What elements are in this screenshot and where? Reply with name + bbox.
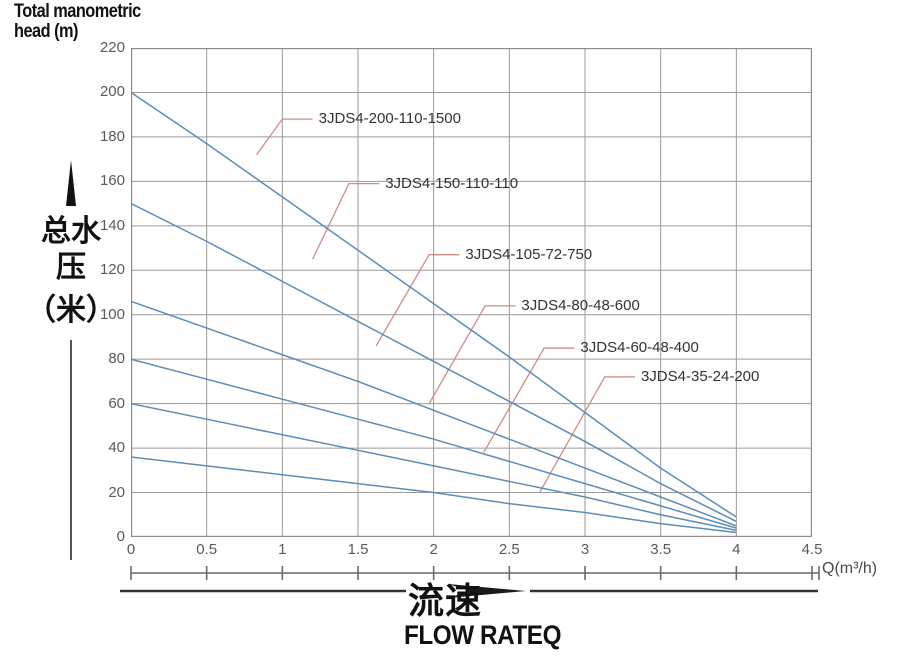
x-tick-label: 3.5 <box>650 541 672 558</box>
leader-lines <box>256 118 635 493</box>
right-arrow-icon <box>448 584 526 598</box>
curve-label: 3JDS4-60-48-400 <box>580 339 699 357</box>
plot-background <box>131 48 812 537</box>
plot-frame <box>131 48 812 537</box>
x-tick-label: 0.5 <box>196 541 218 558</box>
x-tick-label: 3 <box>580 541 590 558</box>
page-title-line1: Total manometric <box>14 1 141 22</box>
curve-label: 3JDS4-35-24-200 <box>640 367 760 385</box>
x-tick-label: 2 <box>429 541 438 558</box>
y-tick-label: 20 <box>108 483 125 501</box>
pump-curves <box>131 91 737 534</box>
curve-label: 3JDS4-200-110-1500 <box>318 110 461 128</box>
y-tick-label: 0 <box>116 528 125 545</box>
y-tick-label: 40 <box>108 439 125 457</box>
y-tick-label: 80 <box>108 350 125 368</box>
up-arrow-icon <box>66 160 76 206</box>
flow-rate-rule <box>120 584 818 598</box>
pump-curve <box>131 300 737 527</box>
y-tick-label: 120 <box>99 261 125 279</box>
leader-line <box>256 118 313 156</box>
curve-label: 3JDS4-105-72-750 <box>465 245 593 263</box>
pump-curve <box>131 91 737 518</box>
x-tick-label: 4.5 <box>801 541 823 558</box>
leader-line <box>539 376 635 493</box>
pump-curve <box>131 402 737 532</box>
page-title: Total manometric head (m) <box>14 2 212 42</box>
x-tick-label: 4 <box>732 541 741 558</box>
y-tick-label: 160 <box>99 172 125 190</box>
x-tick-label: 1 <box>278 541 287 558</box>
y-tick-label: 200 <box>99 83 125 101</box>
chart-svg <box>131 48 812 537</box>
vertical-axis-chinese-label: 总水压 <box>41 214 101 285</box>
y-tick-label: 220 <box>99 39 125 56</box>
leader-line <box>375 254 460 347</box>
y-tick-label: 140 <box>99 216 125 234</box>
vertical-axis-chinese-unit: （米） <box>26 293 116 328</box>
grid-lines <box>131 48 812 537</box>
flow-rate-chinese-label: 流速 <box>408 581 483 622</box>
x-tick-label: 2.5 <box>498 541 520 558</box>
flow-rate-english-label: FLOW RATEQ <box>404 620 562 650</box>
x-tick-label: 1.5 <box>347 541 369 558</box>
leader-line <box>428 305 516 404</box>
leader-line <box>312 182 380 260</box>
curve-label: 3JDS4-80-48-600 <box>521 296 640 314</box>
x-tick-label: 0 <box>126 541 136 558</box>
y-tick-label: 100 <box>99 305 125 323</box>
page-title-line2: head (m) <box>14 21 78 42</box>
leader-line <box>483 347 575 453</box>
x-axis-unit-label: Q(m³/h) <box>822 560 878 577</box>
pump-curve <box>131 202 737 523</box>
y-axis-tick-labels: 0 20 40 60 80 100 120 140 160 180 200 220 <box>79 39 125 545</box>
chart-plot-area: 3JDS4-200-110-1500 3JDS4-150-110-110 3JDS4… <box>131 48 812 537</box>
y-tick-label: 180 <box>99 127 125 145</box>
vertical-axis-annotation: 总水压 （米） <box>26 160 116 560</box>
pump-curve <box>131 456 737 534</box>
vertical-axis-stem <box>70 340 72 560</box>
x-axis-ruler <box>130 566 820 580</box>
y-tick-label: 60 <box>108 394 125 412</box>
x-axis-tick-labels: 0 0.5 1 1.5 2 2.5 3 3.5 4 4.5 <box>127 541 823 563</box>
curve-label: 3JDS4-150-110-110 <box>385 174 519 192</box>
pump-curve <box>131 358 737 529</box>
